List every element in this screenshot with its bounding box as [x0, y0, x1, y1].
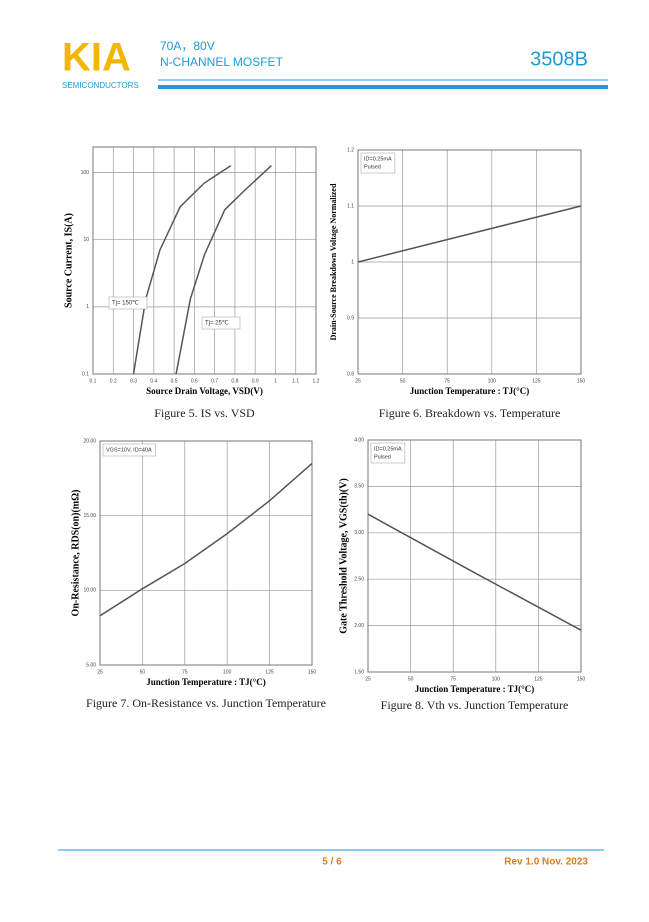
annotation: ID=0.25mA	[364, 156, 392, 162]
y-axis-label: On-Resistance, RDS(on)(mΩ)	[70, 490, 81, 617]
y-tick-label: 0.1	[82, 371, 89, 377]
annotation: ID=0.25mA	[374, 446, 402, 452]
curve	[357, 205, 582, 263]
series-label: Tj= 25℃	[205, 321, 229, 327]
x-tick-label: 25	[97, 669, 103, 675]
x-axis-label: Junction Temperature : TJ(°C)	[146, 677, 266, 687]
figure-caption: Figure 6. Breakdown vs. Temperature	[379, 406, 561, 420]
x-tick-label: 0.5	[171, 378, 178, 384]
page-number: 5 / 6	[322, 857, 342, 868]
series-label: Tj= 150℃	[112, 301, 139, 307]
x-tick-label: 0.3	[130, 378, 137, 384]
y-tick-label: 1	[86, 304, 89, 310]
x-tick-label: 0.8	[231, 378, 238, 384]
header-bar	[158, 85, 608, 89]
rating: 70A，80V	[160, 39, 215, 53]
curve	[99, 462, 313, 617]
x-tick-label: 125	[265, 669, 274, 675]
x-tick-label: 1.2	[313, 378, 320, 384]
y-tick-label: 10	[83, 237, 89, 243]
y-tick-label: 2.00	[354, 623, 364, 629]
annotation-box	[102, 443, 156, 457]
x-tick-label: 150	[308, 669, 317, 675]
annotation-box	[360, 152, 396, 174]
y-tick-label: 0.9	[347, 315, 354, 321]
plot-frame	[92, 146, 317, 375]
x-tick-label: 75	[444, 378, 450, 384]
x-tick-label: 125	[532, 378, 541, 384]
x-tick-label: 0.1	[90, 378, 97, 384]
plot-frame	[367, 439, 582, 673]
revision: Rev 1.0 Nov. 2023	[504, 857, 588, 868]
y-tick-label: 1.1	[347, 203, 354, 209]
y-tick-label: 1.50	[354, 669, 364, 675]
x-tick-label: 50	[400, 378, 406, 384]
x-tick-label: 125	[534, 676, 543, 682]
y-tick-label: 20.00	[83, 438, 96, 444]
x-tick-label: 0.4	[150, 378, 157, 384]
y-tick-label: 2.50	[354, 577, 364, 583]
part-number: 3508B	[530, 48, 588, 70]
y-tick-label: 100	[81, 170, 90, 176]
x-tick-label: 50	[408, 676, 414, 682]
series-label-box	[108, 296, 148, 310]
y-tick-label: 1.2	[347, 147, 354, 153]
y-axis-label: Drain-Source Breakdown Voltage Normalize…	[329, 183, 338, 340]
y-tick-label: 3.00	[354, 530, 364, 536]
annotation: Pulsed	[374, 454, 391, 460]
annotation-box	[370, 442, 406, 464]
plot-frame	[99, 440, 313, 666]
x-tick-label: 50	[140, 669, 146, 675]
company: SEMICONDUCTORS	[62, 81, 139, 90]
y-tick-label: 5.00	[86, 662, 96, 668]
x-tick-label: 75	[182, 669, 188, 675]
y-axis-label: Source Current, IS(A)	[63, 213, 74, 308]
x-tick-label: 0.9	[252, 378, 259, 384]
x-tick-label: 0.7	[211, 378, 218, 384]
y-tick-label: 1	[351, 259, 354, 265]
y-tick-label: 10.00	[83, 588, 96, 594]
x-tick-label: 25	[355, 378, 361, 384]
curve	[132, 164, 232, 375]
x-tick-label: 0.6	[191, 378, 198, 384]
x-tick-label: 100	[488, 378, 497, 384]
x-tick-label: 100	[492, 676, 501, 682]
annotation: Pulsed	[364, 164, 381, 170]
device-type: N-CHANNEL MOSFET	[160, 55, 284, 69]
y-axis-label: Gate Threshold Voltage, VGS(th)(V)	[338, 478, 349, 634]
x-tick-label: 25	[365, 676, 371, 682]
x-tick-label: 1.1	[292, 378, 299, 384]
curve	[175, 165, 272, 375]
x-axis-label: Source Drain Voltage, VSD(V)	[146, 386, 263, 396]
x-tick-label: 1	[274, 378, 277, 384]
annotation: VGS=10V, ID=40A	[106, 447, 152, 453]
x-tick-label: 75	[450, 676, 456, 682]
figure-caption: Figure 8. Vth vs. Junction Temperature	[381, 698, 569, 712]
x-tick-label: 100	[223, 669, 232, 675]
curve	[367, 513, 582, 631]
x-tick-label: 0.2	[110, 378, 117, 384]
figure-caption: Figure 5. IS vs. VSD	[154, 406, 255, 420]
y-tick-label: 3.50	[354, 484, 364, 490]
x-tick-label: 150	[577, 676, 586, 682]
series-label-box	[201, 316, 241, 330]
x-axis-label: Junction Temperature : TJ(°C)	[415, 684, 535, 694]
x-tick-label: 150	[577, 378, 586, 384]
y-tick-label: 4.00	[354, 437, 364, 443]
figure-caption: Figure 7. On-Resistance vs. Junction Tem…	[86, 696, 326, 710]
y-tick-label: 0.8	[347, 371, 354, 377]
x-axis-label: Junction Temperature : TJ(°C)	[410, 386, 530, 396]
y-tick-label: 15.00	[83, 513, 96, 519]
logo: KIA	[62, 36, 131, 80]
